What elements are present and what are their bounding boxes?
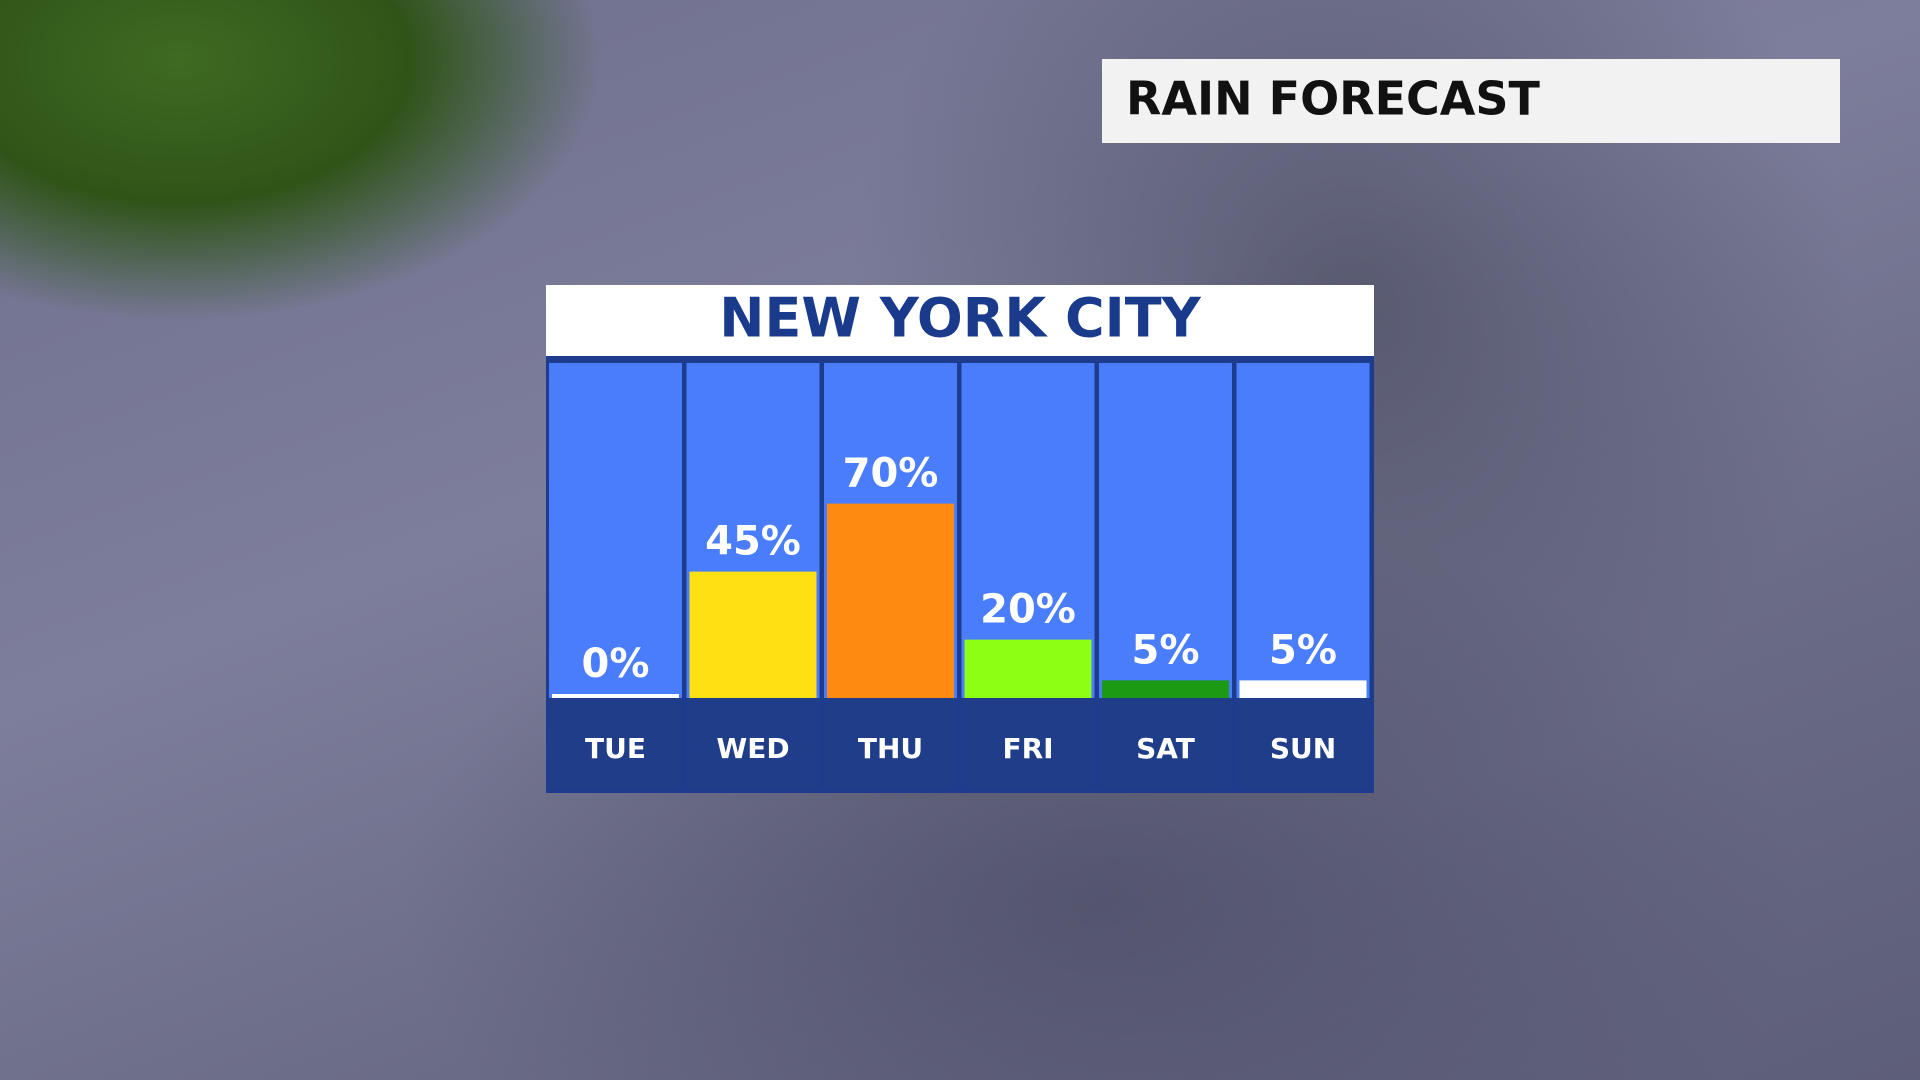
day-box — [961, 698, 1095, 789]
day-label: THU — [858, 732, 923, 765]
day-label: SAT — [1136, 732, 1195, 765]
chart-panel — [546, 285, 1374, 793]
bar — [964, 639, 1092, 698]
column — [1236, 363, 1370, 698]
column — [1099, 363, 1232, 698]
bar — [1102, 680, 1229, 698]
day-label: TUE — [585, 732, 646, 765]
day-box — [824, 698, 957, 789]
day-box — [1236, 698, 1370, 789]
bar — [1239, 680, 1367, 698]
day-box — [1099, 698, 1232, 789]
chart-title-box — [546, 285, 1374, 356]
value-label: 20% — [980, 587, 1076, 633]
value-label: 5% — [1269, 627, 1337, 673]
bar — [827, 503, 954, 698]
value-label: 0% — [582, 641, 650, 687]
chart-title: NEW YORK CITY — [719, 287, 1201, 350]
value-label: 5% — [1132, 627, 1200, 673]
day-box — [686, 698, 820, 789]
day-box — [549, 698, 682, 789]
value-label: 70% — [843, 451, 939, 497]
header-box — [1102, 59, 1840, 143]
day-label: SUN — [1270, 732, 1336, 765]
bar — [689, 571, 817, 698]
column — [549, 363, 682, 698]
header-title: RAIN FORECAST — [1126, 72, 1541, 126]
bar — [552, 694, 679, 698]
value-label: 45% — [705, 519, 801, 565]
day-label: WED — [716, 732, 789, 765]
day-label: FRI — [1002, 732, 1053, 765]
